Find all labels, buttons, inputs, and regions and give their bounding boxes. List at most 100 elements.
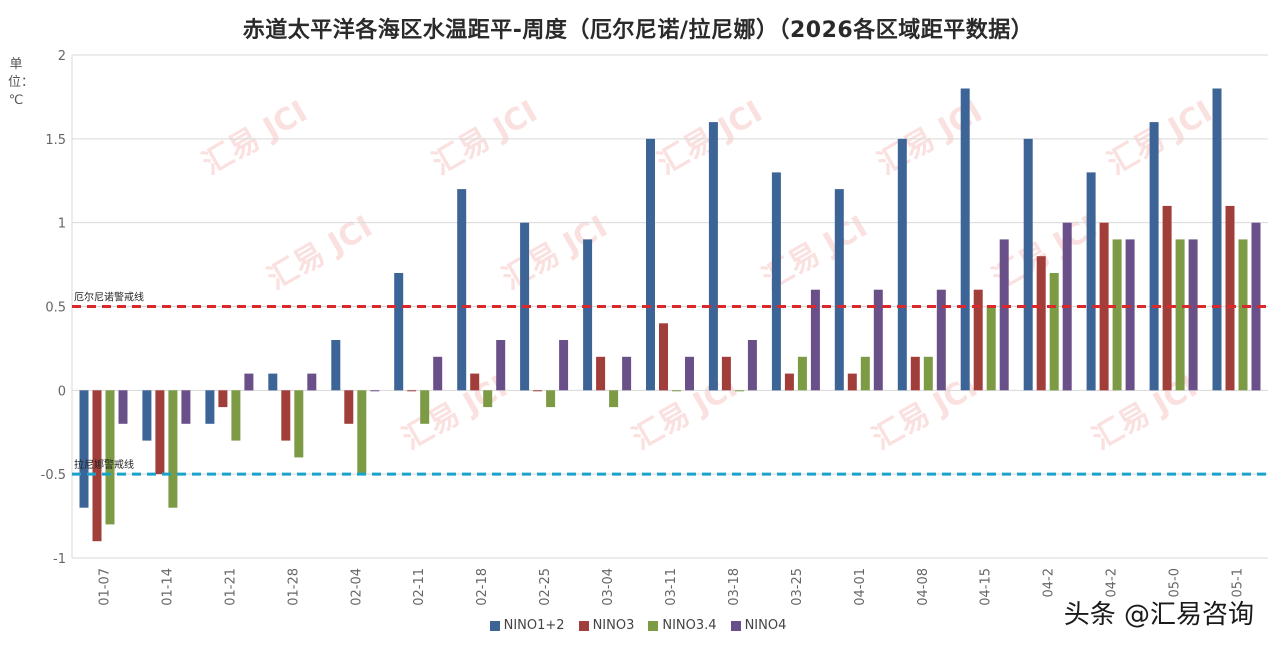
bar-nino3-01-28 [281, 390, 291, 441]
legend-item-nino3[interactable]: NINO3 [578, 618, 635, 633]
bar-nino12-04-15 [960, 88, 970, 391]
watermark-text: 汇易 JCI [397, 369, 514, 457]
bar-nino4-01-21 [244, 373, 254, 391]
x-tick-label: 04-2 [1042, 568, 1057, 598]
watermark-text: 汇易 JCI [1102, 94, 1219, 182]
y-tick-label: 1.5 [45, 133, 66, 148]
bar-nino12-02-04 [331, 340, 341, 391]
x-tick-label: 01-07 [97, 568, 112, 606]
x-tick-label: 03-11 [664, 568, 679, 606]
bar-nino4-04-01 [873, 289, 883, 391]
bar-nino12-01-14 [142, 390, 152, 441]
x-tick-label: 01-14 [160, 568, 175, 606]
bar-nino4-04-15 [999, 239, 1009, 391]
bar-nino4-03-18 [747, 340, 757, 391]
legend-swatch-nino34 [648, 620, 659, 631]
reference-line-label: 拉尼娜警戒线 [74, 458, 134, 471]
bar-nino3-04-08 [910, 356, 920, 391]
x-tick-label: 02-25 [538, 568, 553, 606]
legend-label-nino3: NINO3 [592, 618, 635, 633]
bar-nino12-05-13 [1212, 88, 1222, 391]
bar-nino34-04-15 [986, 306, 996, 391]
bar-nino34-03-11 [672, 390, 681, 392]
bar-nino3-04-29 [1099, 222, 1109, 391]
bar-nino34-03-18 [734, 390, 744, 392]
bar-nino34-01-07 [105, 390, 115, 525]
bar-nino34-04-22 [1049, 273, 1059, 391]
y-tick-label: 0 [58, 384, 66, 399]
legend-item-nino4[interactable]: NINO4 [730, 618, 787, 633]
legend-swatch-nino4 [730, 620, 741, 631]
bar-nino12-02-11 [394, 273, 404, 391]
y-tick-label: 2 [58, 49, 66, 64]
bar-nino3-04-15 [973, 289, 983, 391]
y-tick-label: -1 [53, 552, 66, 567]
bar-nino3-04-22 [1036, 256, 1046, 391]
bar-nino4-02-11 [433, 356, 443, 391]
legend-swatch-nino12 [489, 620, 500, 631]
chart-title: 赤道太平洋各海区水温距平-周度（厄尔尼诺/拉尼娜）（2026各区域距平数据） [242, 18, 1034, 43]
x-tick-label: 03-25 [790, 568, 805, 606]
bar-nino34-05-06 [1175, 239, 1185, 391]
bar-nino34-01-14 [168, 390, 178, 508]
bar-nino12-04-22 [1023, 138, 1033, 391]
bar-nino3-01-21 [218, 390, 228, 408]
legend-item-nino12[interactable]: NINO1+2 [489, 618, 565, 633]
x-tick-label: 01-28 [286, 568, 301, 606]
bar-nino34-02-04 [357, 390, 367, 475]
bar-nino3-01-07 [92, 390, 102, 542]
bar-nino4-02-25 [559, 340, 569, 391]
bar-nino34-01-28 [294, 390, 304, 458]
bar-nino4-02-18 [496, 340, 506, 391]
bar-nino12-04-01 [834, 189, 844, 391]
bar-nino3-02-25 [533, 390, 543, 392]
bar-nino4-03-11 [685, 356, 694, 391]
y-tick-label: 0.5 [45, 301, 66, 316]
reference-line-label: 厄尔尼诺警戒线 [74, 291, 144, 304]
bar-nino34-02-25 [546, 390, 556, 408]
x-tick-label: 04-08 [916, 568, 931, 606]
bar-nino12-03-11 [646, 138, 655, 391]
source-credit: 头条 @汇易咨询 [1063, 600, 1254, 630]
bar-nino3-01-14 [155, 390, 165, 475]
x-tick-labels: 01-07 01-14 01-21 01-28 02-04 02-11 02-18 02-25… [97, 568, 1245, 606]
bar-nino4-03-04 [622, 356, 632, 391]
legend-label-nino12: NINO1+2 [503, 618, 565, 633]
bar-nino12-04-08 [897, 138, 907, 391]
bar-nino3-02-18 [470, 373, 480, 391]
bar-nino12-03-25 [771, 172, 781, 391]
bar-nino34-03-25 [797, 356, 807, 391]
bar-nino34-04-01 [860, 356, 870, 391]
bar-nino34-02-11 [420, 390, 430, 424]
bar-nino34-02-18 [483, 390, 493, 408]
bar-nino4-01-07 [118, 390, 128, 424]
x-tick-label: 02-18 [475, 568, 490, 606]
bar-nino3-02-04 [344, 390, 354, 424]
legend-swatch-nino3 [578, 620, 589, 631]
bar-nino3-04-01 [847, 373, 857, 391]
y-tick-labels: -1 -0.5 0 0.5 1 1.5 2 [41, 49, 66, 567]
x-tick-label: 05-0 [1168, 568, 1183, 598]
x-tick-label: 04-2 [1105, 568, 1120, 598]
chart-legend: NINO1+2 NINO3 NINO3.4 NINO4 [0, 618, 1276, 633]
x-tick-label: 03-18 [727, 568, 742, 606]
y-tick-label: 1 [58, 217, 66, 232]
bar-nino34-04-29 [1112, 239, 1122, 391]
x-tick-label: 05-1 [1231, 568, 1246, 598]
bar-nino4-02-04 [370, 390, 380, 392]
legend-label-nino34: NINO3.4 [662, 618, 717, 633]
bar-nino3-05-13 [1225, 205, 1235, 391]
legend-label-nino4: NINO4 [744, 618, 787, 633]
bar-nino12-04-29 [1086, 172, 1096, 391]
watermark-text: 汇易 JCI [427, 94, 544, 182]
watermark-text: 汇易 JCI [872, 94, 989, 182]
bar-nino12-03-18 [708, 122, 718, 391]
bar-nino34-01-21 [231, 390, 241, 441]
x-tick-label: 04-15 [979, 568, 994, 606]
x-tick-label: 02-11 [412, 568, 427, 606]
bar-nino3-05-06 [1162, 205, 1172, 391]
legend-item-nino34[interactable]: NINO3.4 [648, 618, 717, 633]
bar-nino4-01-28 [307, 373, 317, 391]
